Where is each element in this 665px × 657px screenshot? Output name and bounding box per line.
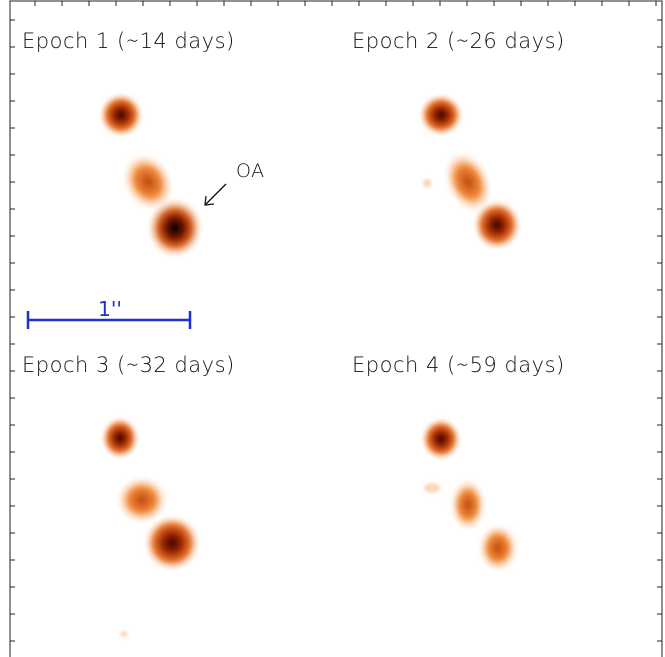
panel-label: Epoch 3 (∼32 days) <box>22 353 235 377</box>
arrow-head <box>204 195 215 206</box>
panel-label: Epoch 2 (∼26 days) <box>352 29 565 53</box>
source-images <box>99 93 521 637</box>
frame <box>9 0 663 657</box>
arrow <box>205 183 227 205</box>
scale-bar-label: 1'' <box>98 297 122 321</box>
scale-bar <box>26 311 192 329</box>
ticks <box>10 1 662 642</box>
annotation: OA <box>236 160 265 182</box>
panel-label: Epoch 4 (∼59 days) <box>352 353 565 377</box>
panel-label: Epoch 1 (∼14 days) <box>22 29 235 53</box>
